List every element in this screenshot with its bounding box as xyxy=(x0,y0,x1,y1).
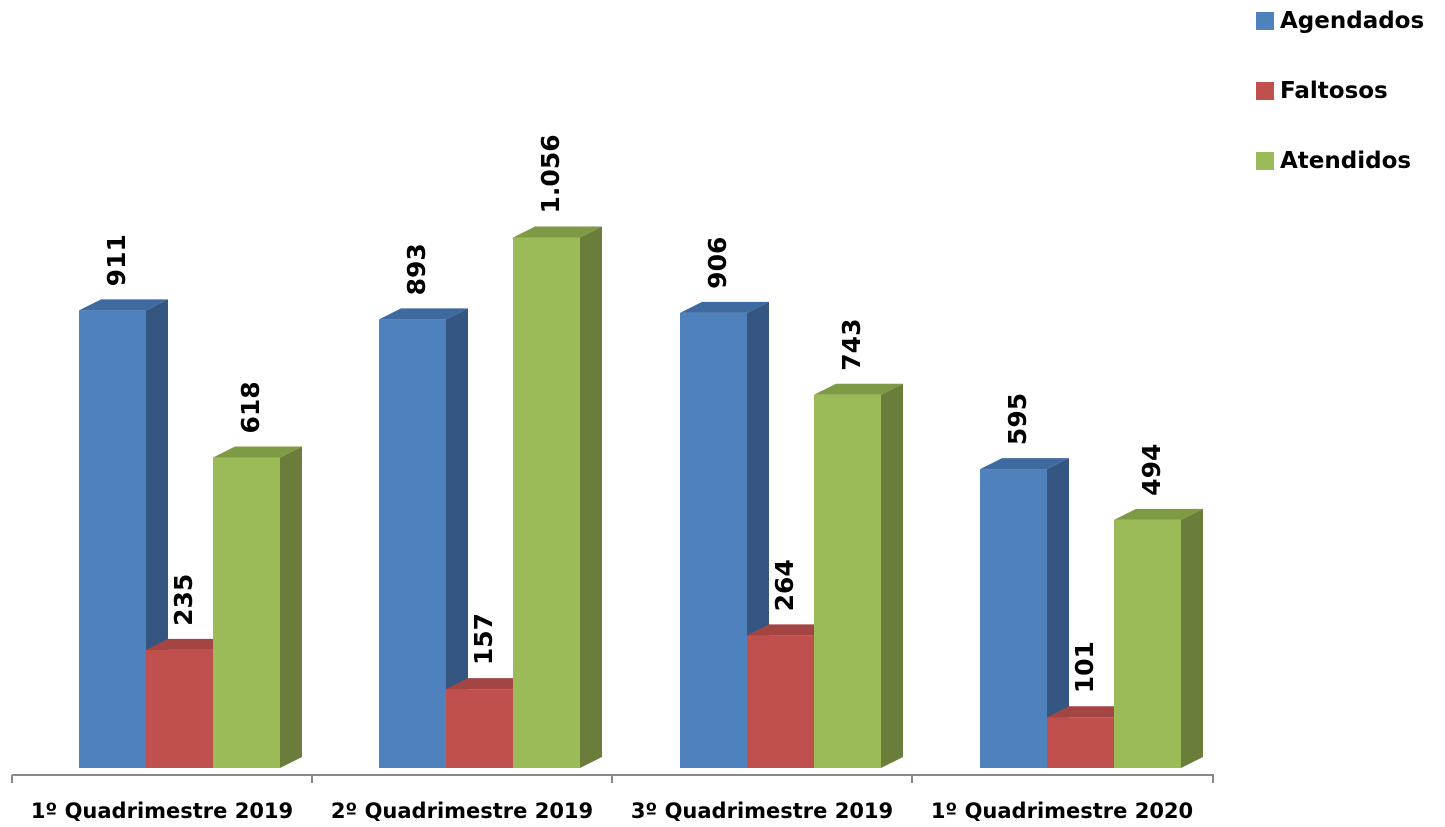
legend-item-faltosos: Faltosos xyxy=(1256,74,1424,108)
agendados-bar-4-front xyxy=(980,469,1047,768)
atendidos-bar-3-side xyxy=(881,383,903,768)
legend-label-agendados: Agendados xyxy=(1280,8,1425,34)
x-axis: 1º Quadrimestre 2019 2º Quadrimestre 2019… xyxy=(11,774,1214,823)
atendidos-bar-1-front xyxy=(213,457,280,768)
agendados-bar-3-top xyxy=(680,301,769,313)
agendados-bar-4-side xyxy=(1047,458,1069,768)
atendidos-bar-3-top xyxy=(814,383,903,395)
agendados-bar-1-front xyxy=(79,310,146,768)
agendados-value-label-4: 595 xyxy=(1003,393,1032,445)
faltosos-bar-1-front xyxy=(146,649,213,768)
agendados-value-label-1: 911 xyxy=(102,234,131,286)
legend-swatch-faltosos xyxy=(1256,82,1274,100)
legend-item-agendados: Agendados xyxy=(1256,4,1424,38)
faltosos-bar-4-top xyxy=(1047,706,1136,718)
atendidos-value-label-4: 494 xyxy=(1137,444,1166,496)
legend-swatch-atendidos xyxy=(1256,152,1274,170)
agendados-bar-3-front xyxy=(680,312,747,768)
faltosos-value-label-2: 157 xyxy=(469,613,498,665)
faltosos-bar-3-top xyxy=(747,624,836,636)
faltosos-bar-2-front xyxy=(446,689,513,768)
faltosos-value-label-4: 101 xyxy=(1070,641,1099,693)
atendidos-value-label-3: 743 xyxy=(837,319,866,371)
faltosos-value-label-3: 264 xyxy=(770,559,799,611)
agendados-value-label-2: 893 xyxy=(402,243,431,295)
faltosos-value-label-1: 235 xyxy=(169,574,198,626)
faltosos-bar-2-top xyxy=(446,678,535,690)
atendidos-bar-3-front xyxy=(814,394,881,768)
atendidos-bar-3 xyxy=(814,383,903,768)
atendidos-bar-4 xyxy=(1114,508,1203,768)
legend: Agendados Faltosos Atendidos xyxy=(1256,4,1424,214)
atendidos-bar-1-top xyxy=(213,446,302,458)
agendados-bar-1-top xyxy=(79,299,168,311)
bars-layer xyxy=(79,226,1203,769)
agendados-bar-2-top xyxy=(379,308,468,320)
x-tick-label-4: 1º Quadrimestre 2020 xyxy=(931,799,1193,823)
agendados-bar-2-side xyxy=(446,308,468,768)
atendidos-value-label-2: 1.056 xyxy=(536,134,565,213)
atendidos-value-label-1: 618 xyxy=(236,381,265,433)
atendidos-bar-2 xyxy=(513,226,602,769)
agendados-bar-4-top xyxy=(980,458,1069,470)
legend-label-faltosos: Faltosos xyxy=(1280,78,1388,104)
atendidos-bar-4-front xyxy=(1114,519,1181,768)
faltosos-bar-1-top xyxy=(146,638,235,650)
atendidos-bar-1 xyxy=(213,446,302,768)
faltosos-bar-4-front xyxy=(1047,717,1114,768)
x-tick-label-2: 2º Quadrimestre 2019 xyxy=(331,799,593,823)
agendados-bar-2 xyxy=(379,308,468,768)
atendidos-bar-4-side xyxy=(1181,508,1203,768)
agendados-bar-2-front xyxy=(379,319,446,768)
atendidos-bar-1-side xyxy=(280,446,302,768)
legend-item-atendidos: Atendidos xyxy=(1256,144,1424,178)
data-labels: 911 235 618 893 157 1.056 906 264 743 595 101 494 xyxy=(102,134,1166,693)
agendados-bar-4 xyxy=(980,458,1069,768)
atendidos-bar-2-front xyxy=(513,237,580,769)
legend-label-atendidos: Atendidos xyxy=(1280,148,1412,174)
atendidos-bar-4-top xyxy=(1114,508,1203,520)
x-tick-label-3: 3º Quadrimestre 2019 xyxy=(631,799,893,823)
x-tick-label-1: 1º Quadrimestre 2019 xyxy=(31,799,293,823)
atendidos-bar-2-top xyxy=(513,226,602,238)
legend-swatch-agendados xyxy=(1256,12,1274,30)
faltosos-bar-3-front xyxy=(747,635,814,768)
agendados-value-label-3: 906 xyxy=(703,237,732,289)
atendidos-bar-2-side xyxy=(580,226,602,769)
